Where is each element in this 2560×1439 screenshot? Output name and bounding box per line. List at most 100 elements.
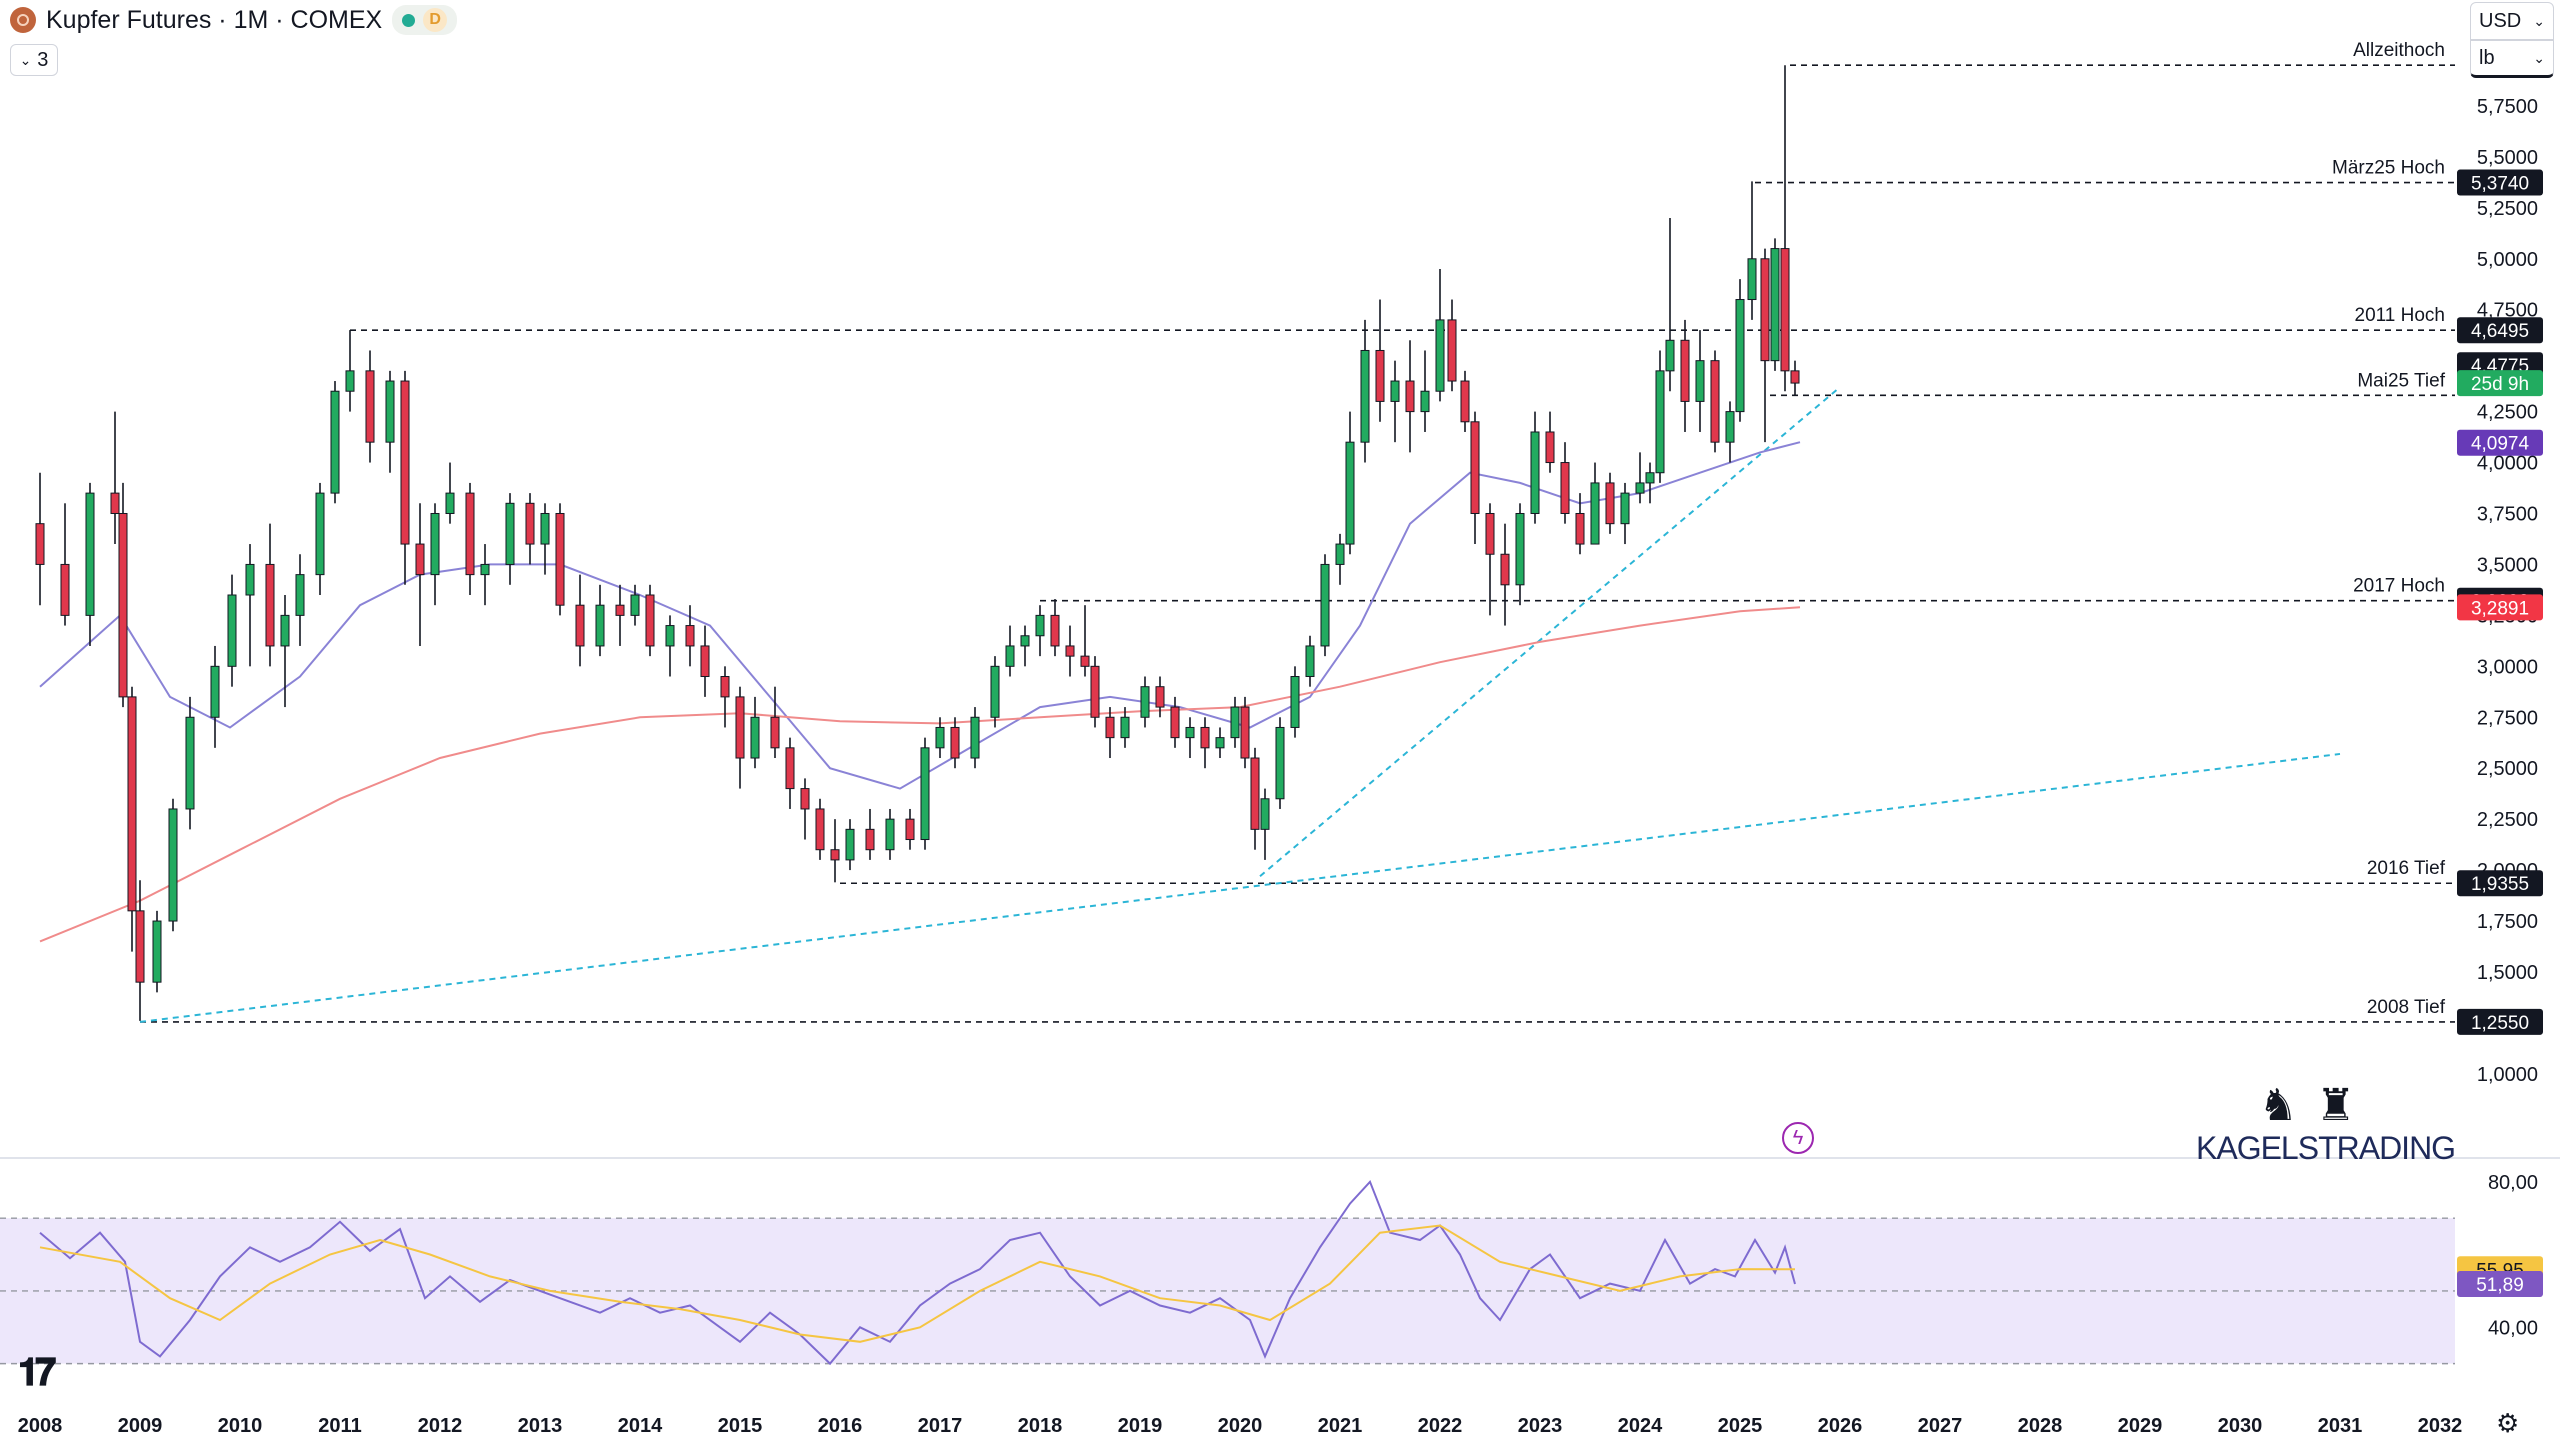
time-tick-label: 2011 [318, 1415, 361, 1437]
candle-body [1420, 390, 1430, 413]
candle-body [1320, 563, 1330, 647]
gear-icon[interactable]: ⚙ [2496, 1408, 2520, 1438]
candle-body [1185, 726, 1195, 739]
rsi-tick-label: 40,00 [2488, 1317, 2538, 1339]
candle-body [1470, 421, 1480, 514]
price-tick-label: 4,7500 [2477, 300, 2538, 322]
candle-body [168, 808, 178, 922]
level-label: Allzeithoch [2353, 40, 2445, 61]
candle-body [1405, 380, 1415, 413]
time-tick-label: 2023 [1518, 1415, 1563, 1437]
price-tick-label: 3,0000 [2477, 656, 2538, 678]
candle-body [785, 747, 795, 790]
candle-body [210, 665, 220, 718]
level-label: März25 Hoch [2332, 158, 2445, 179]
rsi-pane [0, 1179, 2455, 1366]
level-label: 2008 Tief [2367, 997, 2446, 1018]
time-tick-label: 2025 [1718, 1415, 1763, 1437]
candle-body [118, 512, 128, 698]
candle-body [1590, 482, 1600, 545]
candle-body [60, 563, 70, 616]
candle-body [445, 492, 455, 514]
time-tick-label: 2013 [518, 1415, 563, 1437]
time-tick-label: 2009 [118, 1415, 163, 1437]
candle-body [1500, 553, 1510, 586]
price-tick-label: 2,7500 [2477, 707, 2538, 729]
candle-body [505, 502, 515, 565]
price-label-text: 25d 9h [2471, 374, 2529, 395]
candle-body [920, 747, 930, 841]
unit-select[interactable]: lb ⌄ [2470, 40, 2554, 78]
currency-select[interactable]: USD ⌄ [2470, 2, 2554, 40]
time-tick-label: 2019 [1118, 1415, 1163, 1437]
price-label-box [2457, 870, 2543, 897]
candle-body [1545, 431, 1555, 464]
candle-body [1435, 319, 1445, 392]
candle-body [1240, 706, 1250, 759]
rsi-label-box [2457, 1271, 2543, 1298]
candle-body [770, 716, 780, 749]
candle-body [685, 625, 695, 647]
indicators-toggle-button[interactable]: ⌄ 3 [10, 44, 58, 76]
candle-body [1215, 737, 1225, 749]
candle-body [1005, 645, 1015, 667]
rsi-label-text: 51,89 [2476, 1275, 2524, 1296]
lightning-icon[interactable]: ϟ [1782, 1122, 1814, 1154]
rsi-tick-label: 80,00 [2488, 1172, 2538, 1194]
price-label-text: 4,6495 [2471, 321, 2529, 342]
candle-body [1680, 339, 1690, 402]
candle-body [227, 594, 237, 667]
price-tick-label: 1,7500 [2477, 911, 2538, 933]
candle-body [1260, 798, 1270, 830]
candle-body [1620, 492, 1630, 525]
level-label: Mai25 Tief [2357, 370, 2445, 391]
candle-body [315, 492, 325, 576]
candle-body [1360, 349, 1370, 443]
chart-title[interactable]: Kupfer Futures · 1M · COMEX [46, 5, 383, 34]
candle-body [330, 390, 340, 494]
candle-body [1170, 706, 1180, 739]
level-label: 2011 Hoch [2355, 305, 2446, 326]
market-status[interactable]: D [392, 5, 458, 35]
candle-body [245, 563, 255, 596]
candle-body [1530, 431, 1540, 514]
candle-body [415, 543, 425, 576]
tradingview-logo[interactable]: 𝟏𝟕 [18, 1352, 56, 1394]
candle-body [720, 676, 730, 698]
candle-body [1230, 706, 1240, 739]
candle-body [865, 828, 875, 851]
chevron-down-icon: ⌄ [2533, 49, 2545, 66]
rsi-line [39, 1179, 1796, 1366]
time-tick-label: 2018 [1018, 1415, 1063, 1437]
price-tick-label: 4,2500 [2477, 402, 2538, 424]
candle-body [615, 604, 625, 616]
candle-body [1155, 686, 1165, 708]
time-tick-label: 2026 [1818, 1415, 1863, 1437]
candle-body [1635, 482, 1645, 494]
candle-body [1305, 645, 1315, 678]
time-tick-label: 2014 [618, 1415, 663, 1437]
candle-body [1460, 380, 1470, 423]
candle-body [1725, 411, 1735, 443]
candle-body [1780, 248, 1790, 372]
price-tick-label: 3,7500 [2477, 503, 2538, 525]
price-tick-label: 2,2500 [2477, 809, 2538, 831]
time-tick-label: 2016 [818, 1415, 863, 1437]
candle-body [645, 594, 655, 647]
delay-badge: D [423, 8, 448, 32]
candle-body [1290, 676, 1300, 728]
candle-body [1575, 512, 1585, 545]
time-tick-label: 2022 [1418, 1415, 1463, 1437]
candle-body [345, 370, 355, 392]
price-label-box [2457, 594, 2543, 621]
candle-body [1605, 482, 1615, 525]
time-tick-label: 2027 [1918, 1415, 1963, 1437]
candle-body [1710, 360, 1720, 443]
candle-body [1747, 258, 1757, 301]
candle-body [830, 849, 840, 861]
candle-body [1390, 380, 1400, 402]
time-tick-label: 2012 [418, 1415, 463, 1437]
candle-body [1560, 462, 1570, 514]
candle-body [1335, 543, 1345, 565]
